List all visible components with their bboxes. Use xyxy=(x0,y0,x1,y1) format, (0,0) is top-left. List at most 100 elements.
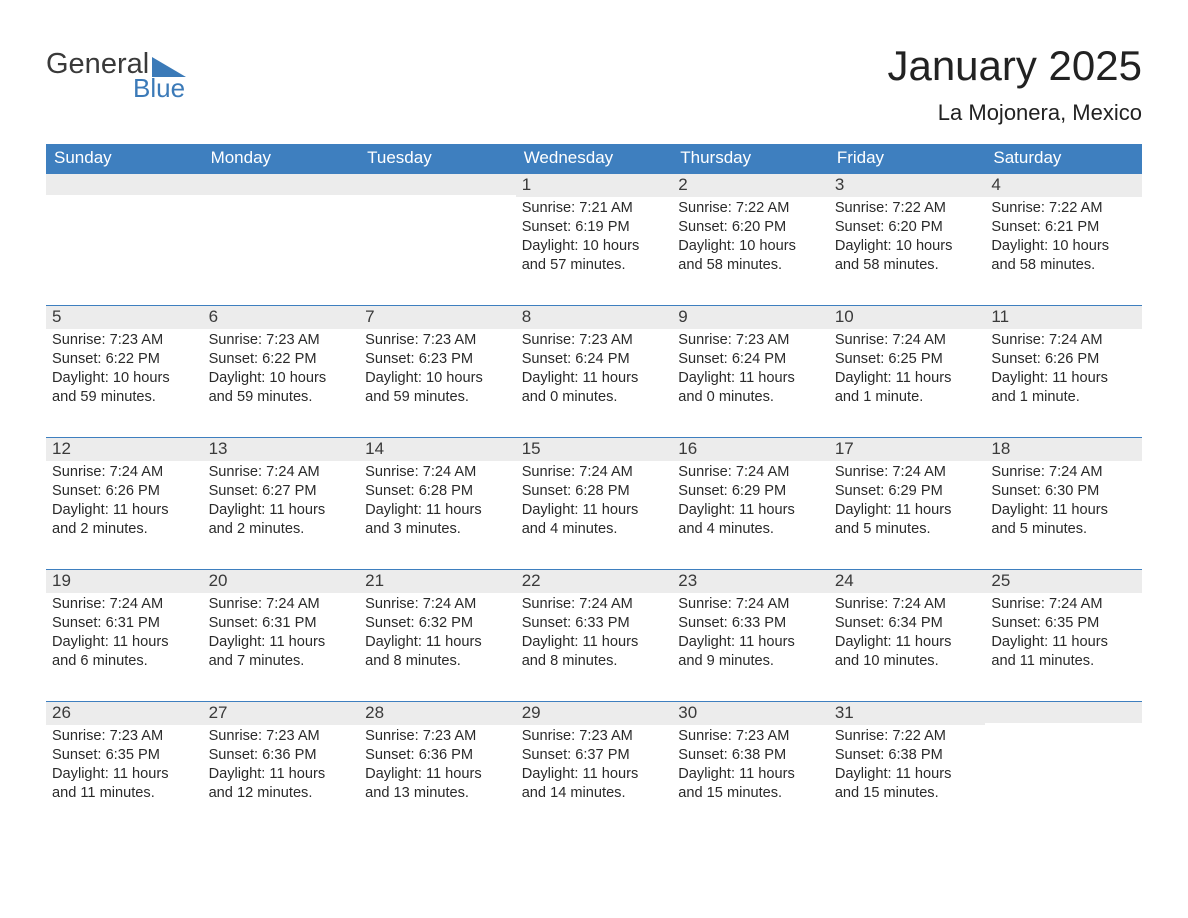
calendar-day-cell: 20Sunrise: 7:24 AMSunset: 6:31 PMDayligh… xyxy=(203,569,360,701)
sunset-line: Sunset: 6:31 PM xyxy=(209,614,354,633)
sunset-label: Sunset: xyxy=(835,219,885,235)
sunset-line: Sunset: 6:38 PM xyxy=(678,746,823,765)
day-number: 14 xyxy=(359,437,516,461)
weekday-header: Sunday xyxy=(46,144,203,173)
daylight-line: Daylight: 11 hours and 1 minute. xyxy=(835,369,980,407)
daylight-line: Daylight: 11 hours and 11 minutes. xyxy=(52,765,197,803)
day-details: Sunrise: 7:23 AMSunset: 6:38 PMDaylight:… xyxy=(672,725,829,807)
calendar-day-cell: 4Sunrise: 7:22 AMSunset: 6:21 PMDaylight… xyxy=(985,173,1142,305)
brand-word-2: Blue xyxy=(133,75,186,101)
day-details: Sunrise: 7:23 AMSunset: 6:35 PMDaylight:… xyxy=(46,725,203,807)
sunset-line: Sunset: 6:35 PM xyxy=(52,746,197,765)
sunrise-line: Sunrise: 7:24 AM xyxy=(522,463,667,482)
sunset-label: Sunset: xyxy=(678,747,728,763)
calendar-day-cell: 9 Sunrise: 7:23 AMSunset: 6:24 PM Daylight… xyxy=(672,305,829,437)
sunset-value: 6:22 PM xyxy=(262,351,316,367)
sunset-value: 6:24 PM xyxy=(732,351,786,367)
daylight-label: Daylight: xyxy=(835,766,892,782)
daylight-label: Daylight: xyxy=(209,766,266,782)
sunset-line: Sunset: 6:33 PM xyxy=(678,614,823,633)
daylight-label: Daylight: xyxy=(678,634,735,650)
day-number: 6 xyxy=(203,305,360,329)
sunrise-line: Sunrise: 7:23 AM xyxy=(522,331,667,350)
sunrise-label: Sunrise: xyxy=(835,464,889,480)
sunset-line: Sunset: 6:26 PM xyxy=(52,482,197,501)
sunrise-line: Sunrise: 7:24 AM xyxy=(678,463,823,482)
day-details: Sunrise: 7:24 AMSunset: 6:29 PMDaylight:… xyxy=(829,461,986,543)
day-number: 9 xyxy=(672,305,829,329)
sunset-value: 6:24 PM xyxy=(575,351,629,367)
daylight-line: Daylight: 11 hours and 0 minutes. xyxy=(678,369,823,407)
calendar-day-cell: 30Sunrise: 7:23 AMSunset: 6:38 PMDayligh… xyxy=(672,701,829,833)
sunrise-value: 7:22 AM xyxy=(736,200,790,216)
calendar-day-cell: 31Sunrise: 7:22 AMSunset: 6:38 PMDayligh… xyxy=(829,701,986,833)
sunrise-label: Sunrise: xyxy=(678,728,732,744)
calendar-day-cell: 22Sunrise: 7:24 AMSunset: 6:33 PMDayligh… xyxy=(516,569,673,701)
sunrise-label: Sunrise: xyxy=(209,464,263,480)
weekday-header: Monday xyxy=(203,144,360,173)
sunset-line: Sunset: 6:29 PM xyxy=(835,482,980,501)
month-title: January 2025 xyxy=(887,42,1142,90)
sunset-line: Sunset: 6:22 PM xyxy=(52,350,197,369)
day-details: Sunrise: 7:23 AMSunset: 6:23 PMDaylight:… xyxy=(359,329,516,411)
sunrise-label: Sunrise: xyxy=(365,596,419,612)
sunrise-line: Sunrise: 7:24 AM xyxy=(52,595,197,614)
day-details: Sunrise: 7:24 AMSunset: 6:28 PMDaylight:… xyxy=(516,461,673,543)
daylight-label: Daylight: xyxy=(678,502,735,518)
daylight-line: Daylight: 11 hours and 2 minutes. xyxy=(209,501,354,539)
sunset-value: 6:33 PM xyxy=(732,615,786,631)
sunset-value: 6:19 PM xyxy=(575,219,629,235)
calendar-empty-cell xyxy=(359,173,516,305)
sunset-line: Sunset: 6:31 PM xyxy=(52,614,197,633)
calendar-day-cell: 26Sunrise: 7:23 AMSunset: 6:35 PMDayligh… xyxy=(46,701,203,833)
sunrise-line: Sunrise: 7:23 AM xyxy=(52,331,197,350)
sunrise-line: Sunrise: 7:23 AM xyxy=(678,331,823,350)
sunrise-label: Sunrise: xyxy=(991,200,1045,216)
daylight-label: Daylight: xyxy=(835,502,892,518)
daylight-line: Daylight: 11 hours and 13 minutes. xyxy=(365,765,510,803)
sunset-value: 6:31 PM xyxy=(262,615,316,631)
sunrise-line: Sunrise: 7:24 AM xyxy=(991,595,1136,614)
sunrise-value: 7:24 AM xyxy=(110,596,164,612)
daylight-label: Daylight: xyxy=(522,766,579,782)
calendar-empty-cell xyxy=(46,173,203,305)
sunset-label: Sunset: xyxy=(678,351,728,367)
sunrise-value: 7:24 AM xyxy=(1049,332,1103,348)
daylight-label: Daylight: xyxy=(52,766,109,782)
sunset-label: Sunset: xyxy=(678,219,728,235)
daylight-label: Daylight: xyxy=(991,370,1048,386)
daylight-label: Daylight: xyxy=(365,502,422,518)
calendar-day-cell: 11Sunrise: 7:24 AMSunset: 6:26 PMDayligh… xyxy=(985,305,1142,437)
daylight-line: Daylight: 11 hours and 4 minutes. xyxy=(522,501,667,539)
daylight-label: Daylight: xyxy=(522,238,579,254)
daylight-label: Daylight: xyxy=(52,370,109,386)
calendar-day-cell: 2Sunrise: 7:22 AMSunset: 6:20 PMDaylight… xyxy=(672,173,829,305)
daylight-line: Daylight: 11 hours and 8 minutes. xyxy=(522,633,667,671)
daylight-line: Daylight: 11 hours and 10 minutes. xyxy=(835,633,980,671)
daylight-label: Daylight: xyxy=(835,634,892,650)
brand-logo: General Blue xyxy=(46,50,186,101)
sunrise-value: 7:22 AM xyxy=(892,728,946,744)
sunset-label: Sunset: xyxy=(365,483,415,499)
sunrise-label: Sunrise: xyxy=(678,596,732,612)
sunrise-value: 7:22 AM xyxy=(892,200,946,216)
day-number: 26 xyxy=(46,701,203,725)
daylight-line: Daylight: 11 hours and 3 minutes. xyxy=(365,501,510,539)
daylight-line: Daylight: 11 hours and 2 minutes. xyxy=(52,501,197,539)
sunset-value: 6:38 PM xyxy=(732,747,786,763)
day-number: 1 xyxy=(516,173,673,197)
day-details: Sunrise: 7:24 AMSunset: 6:33 PMDaylight:… xyxy=(672,593,829,675)
daylight-line: Daylight: 10 hours and 59 minutes. xyxy=(52,369,197,407)
sunset-line: Sunset: 6:27 PM xyxy=(209,482,354,501)
day-number: 19 xyxy=(46,569,203,593)
calendar-week-row: 5Sunrise: 7:23 AMSunset: 6:22 PMDaylight… xyxy=(46,305,1142,437)
daylight-line: Daylight: 11 hours and 5 minutes. xyxy=(835,501,980,539)
calendar-day-cell: 18Sunrise: 7:24 AMSunset: 6:30 PMDayligh… xyxy=(985,437,1142,569)
calendar-week-row: 12Sunrise: 7:24 AMSunset: 6:26 PMDayligh… xyxy=(46,437,1142,569)
sunrise-value: 7:23 AM xyxy=(266,332,320,348)
daylight-line: Daylight: 10 hours and 59 minutes. xyxy=(209,369,354,407)
sunrise-line: Sunrise: 7:23 AM xyxy=(209,727,354,746)
calendar-day-cell: 8Sunrise: 7:23 AMSunset: 6:24 PMDaylight… xyxy=(516,305,673,437)
sunset-value: 6:26 PM xyxy=(106,483,160,499)
sunrise-value: 7:24 AM xyxy=(1049,464,1103,480)
